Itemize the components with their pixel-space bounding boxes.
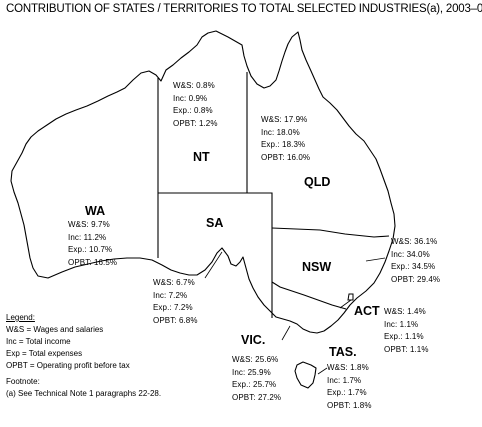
qld-ws: W&S: 17.9%	[261, 115, 308, 124]
legend-heading: Legend:	[6, 313, 35, 322]
vic-inc: Inc: 25.9%	[232, 367, 271, 377]
vic-ws: W&S: 25.6%	[232, 355, 279, 364]
legend-exp: Exp = Total expenses	[6, 349, 83, 358]
legend: Legend: W&S = Wages and salaries Inc = T…	[6, 312, 161, 400]
act-opbt: OPBT: 1.1%	[384, 344, 429, 354]
state-label-wa: WA	[85, 204, 106, 218]
vic-opbt: OPBT: 27.2%	[232, 392, 282, 402]
act-inc: Inc: 1.1%	[384, 319, 419, 329]
state-label-nt: NT	[193, 150, 210, 164]
nsw-inc: Inc: 34.0%	[391, 249, 430, 259]
footnote-label: Footnote:	[6, 377, 40, 386]
footnote-text: (a) See Technical Note 1 paragraphs 22-2…	[6, 389, 162, 398]
state-label-vic: VIC.	[241, 333, 266, 347]
qld-inc: Inc: 18.0%	[261, 127, 300, 137]
sa-opbt: OPBT: 6.8%	[153, 315, 198, 325]
act-marker	[347, 293, 354, 301]
qld-opbt: OPBT: 16.0%	[261, 152, 311, 162]
sa-inc: Inc: 7.2%	[153, 290, 188, 300]
state-label-qld: QLD	[304, 175, 331, 189]
tas-ws: W&S: 1.8%	[327, 363, 369, 372]
nt-opbt: OPBT: 1.2%	[173, 118, 218, 128]
vic-exp: Exp.: 25.7%	[232, 380, 277, 389]
pointer-nsw	[365, 257, 386, 262]
pointer-tas	[317, 367, 328, 375]
stats-wa: W&S: 9.7% Inc: 11.2% Exp.: 10.7% OPBT: 1…	[68, 219, 117, 269]
mainland-outline	[10, 30, 396, 334]
stats-sa: W&S: 6.7% Inc: 7.2% Exp.: 7.2% OPBT: 6.8…	[153, 277, 198, 327]
legend-opbt: OPBT = Operating profit before tax	[6, 361, 130, 370]
border-sa-qld	[247, 192, 273, 228]
border-qld-nsw	[271, 227, 390, 238]
nsw-ws: W&S: 36.1%	[391, 237, 438, 246]
border-nsw-vic	[271, 281, 347, 310]
sa-ws: W&S: 6.7%	[153, 278, 195, 287]
tas-exp: Exp.: 1.7%	[327, 388, 367, 397]
pointer-vic	[281, 325, 291, 341]
legend-inc: Inc = Total income	[6, 337, 71, 346]
state-label-sa: SA	[206, 216, 224, 230]
nt-exp: Exp.: 0.8%	[173, 106, 213, 115]
qld-exp: Exp.: 18.3%	[261, 140, 306, 149]
chart-title: CONTRIBUTION OF STATES / TERRITORIES TO …	[6, 3, 482, 15]
legend-ws: W&S = Wages and salaries	[6, 325, 104, 334]
wa-opbt: OPBT: 16.5%	[68, 257, 118, 267]
nt-ws: W&S: 0.8%	[173, 81, 215, 90]
pointer-sa	[204, 251, 223, 279]
nt-inc: Inc: 0.9%	[173, 93, 208, 103]
state-label-act: ACT	[354, 304, 380, 318]
stats-nsw: W&S: 36.1% Inc: 34.0% Exp.: 34.5% OPBT: …	[391, 236, 440, 286]
stats-tas: W&S: 1.8% Inc: 1.7% Exp.: 1.7% OPBT: 1.8…	[327, 362, 372, 412]
nsw-opbt: OPBT: 29.4%	[391, 274, 441, 284]
state-label-nsw: NSW	[302, 260, 332, 274]
stats-act: W&S: 1.4% Inc: 1.1% Exp.: 1.1% OPBT: 1.1…	[384, 306, 429, 356]
tas-opbt: OPBT: 1.8%	[327, 400, 372, 410]
wa-inc: Inc: 11.2%	[68, 232, 107, 242]
act-exp: Exp.: 1.1%	[384, 332, 424, 341]
act-ws: W&S: 1.4%	[384, 307, 426, 316]
stats-nt: W&S: 0.8% Inc: 0.9% Exp.: 0.8% OPBT: 1.2…	[173, 80, 218, 130]
sa-exp: Exp.: 7.2%	[153, 303, 193, 312]
state-label-tas: TAS.	[329, 345, 357, 359]
nsw-exp: Exp.: 34.5%	[391, 262, 436, 271]
tas-inc: Inc: 1.7%	[327, 375, 362, 385]
pointer-act	[339, 299, 352, 309]
stats-vic: W&S: 25.6% Inc: 25.9% Exp.: 25.7% OPBT: …	[232, 354, 281, 404]
stats-qld: W&S: 17.9% Inc: 18.0% Exp.: 18.3% OPBT: …	[261, 114, 310, 164]
tasmania-outline	[294, 361, 317, 389]
wa-exp: Exp.: 10.7%	[68, 245, 113, 254]
wa-ws: W&S: 9.7%	[68, 220, 110, 229]
